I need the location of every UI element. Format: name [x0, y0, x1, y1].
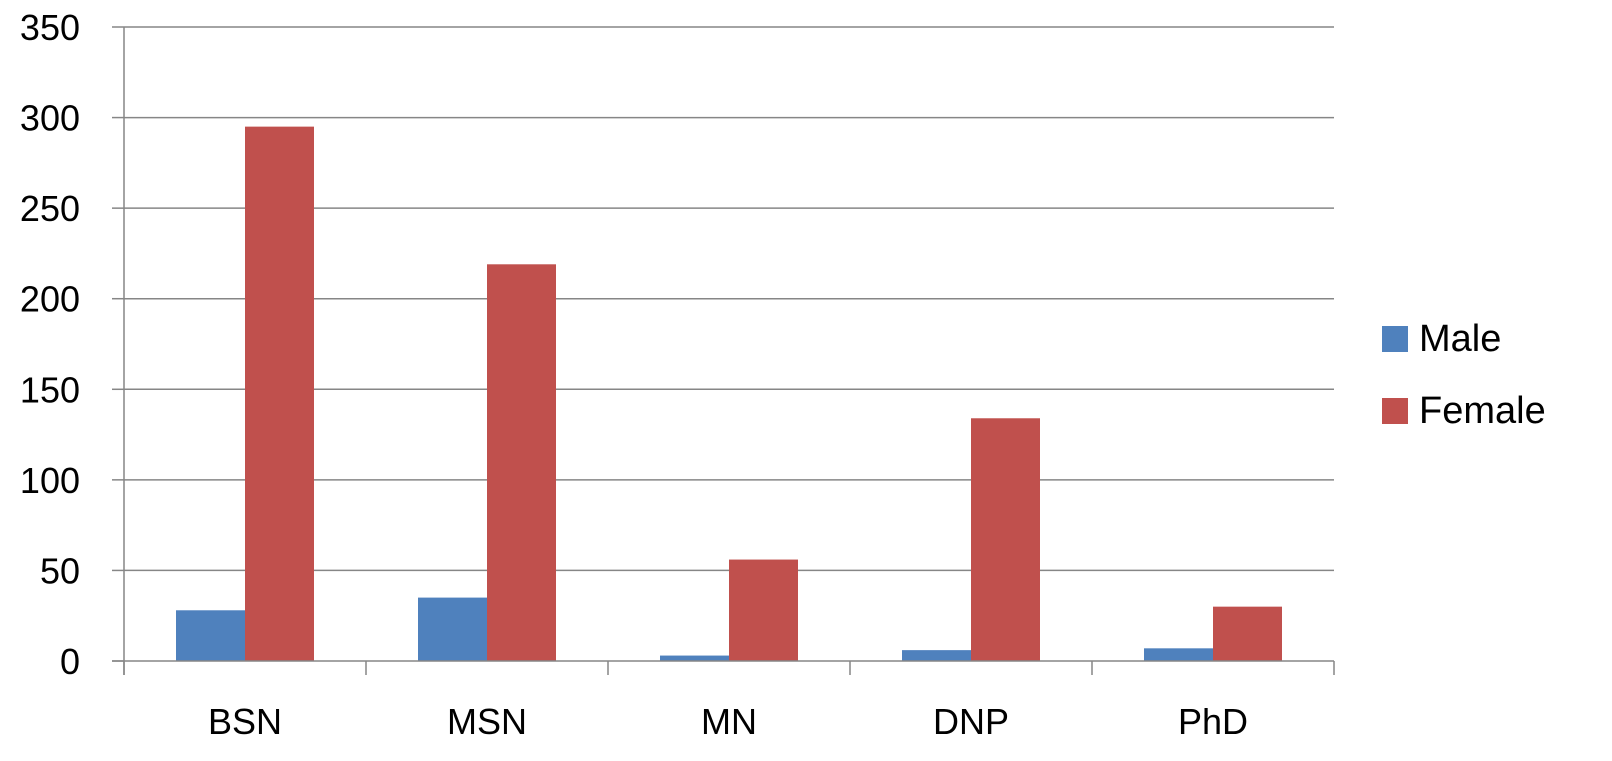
x-tick-label: MSN	[447, 701, 527, 742]
y-axis-tick-labels: 0 50 100 150 200 250 300 350	[20, 7, 80, 682]
bar-male-mn	[660, 655, 729, 661]
x-axis-tick-labels: BSN MSN MN DNP PhD	[208, 701, 1248, 742]
y-tick-label: 300	[20, 98, 80, 139]
legend: Male Female	[1382, 318, 1546, 432]
y-tick-label: 0	[60, 641, 80, 682]
y-tick-label: 50	[40, 550, 80, 591]
bar-female-msn	[487, 264, 556, 661]
legend-label-female: Female	[1419, 390, 1546, 432]
bar-female-dnp	[971, 418, 1040, 661]
x-tick-label: MN	[701, 701, 757, 742]
x-tick-label: BSN	[208, 701, 282, 742]
axes	[112, 26, 1335, 675]
bar-female-phd	[1213, 606, 1282, 661]
y-tick-label: 200	[20, 279, 80, 320]
y-tick-label: 100	[20, 460, 80, 501]
bar-male-dnp	[902, 650, 971, 661]
y-tick-label: 150	[20, 369, 80, 410]
bar-female-mn	[729, 559, 798, 661]
bar-male-bsn	[176, 610, 245, 661]
x-tick-label: PhD	[1178, 701, 1248, 742]
y-tick-label: 350	[20, 7, 80, 48]
legend-swatch-female	[1382, 398, 1408, 424]
bar-male-phd	[1144, 648, 1213, 661]
legend-label-male: Male	[1419, 318, 1501, 360]
y-tick-label: 250	[20, 188, 80, 229]
bar-male-msn	[418, 597, 487, 661]
bar-female-bsn	[245, 126, 314, 662]
bars	[176, 126, 1282, 662]
gridlines	[124, 26, 1334, 572]
legend-swatch-male	[1382, 326, 1408, 352]
x-tick-label: DNP	[933, 701, 1009, 742]
